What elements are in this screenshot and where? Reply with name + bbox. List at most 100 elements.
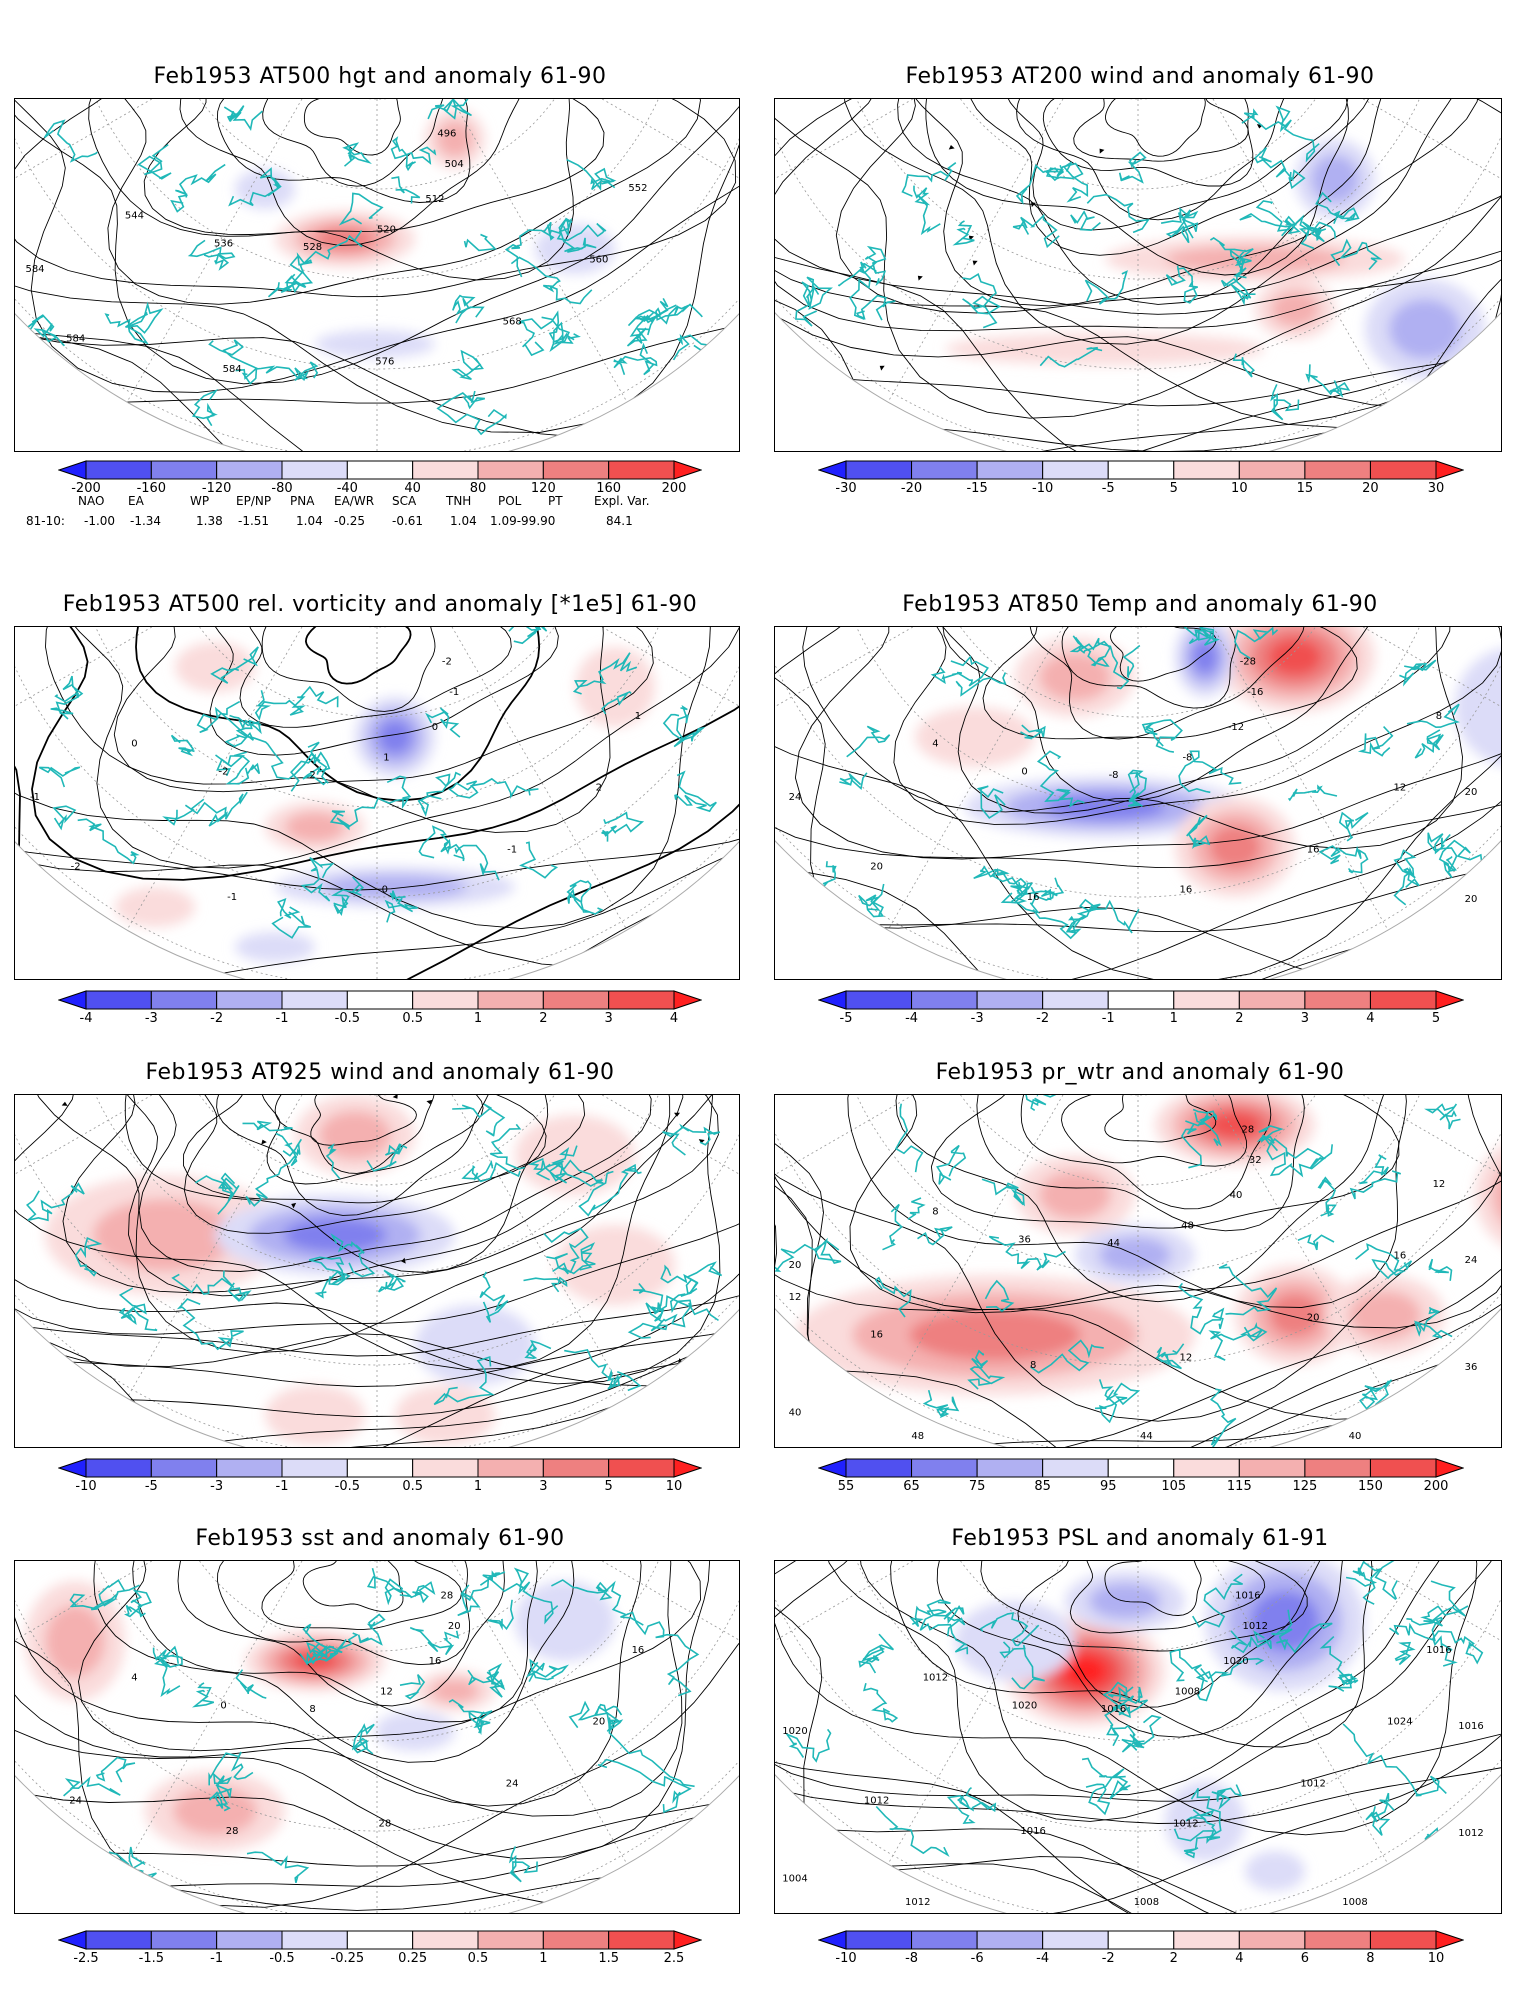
colorbar-swatch xyxy=(1042,460,1109,480)
index-header: EA/WR xyxy=(334,494,375,508)
coastline xyxy=(874,1276,912,1318)
anomaly-patch xyxy=(235,169,295,209)
contour-label: 1024 xyxy=(1387,1717,1412,1728)
coastline xyxy=(967,1366,1006,1390)
coastline xyxy=(601,690,632,715)
coastline xyxy=(187,239,236,271)
colorbar-swatch xyxy=(412,1930,479,1950)
colorbar-swatch xyxy=(1304,1458,1371,1478)
coastline xyxy=(104,301,164,345)
coastline xyxy=(306,1641,335,1658)
coastline xyxy=(1030,1339,1104,1374)
contour-label: 568 xyxy=(503,317,522,328)
colorbar-tick-label: 200 xyxy=(1423,1479,1449,1494)
coastline xyxy=(855,294,896,321)
map-plot: 28 32 40 48 44 36 8 12 16 20 12 8 16 20 24 36 40 44 48 40 12 xyxy=(775,1095,1501,1447)
index-value: -1.34 xyxy=(130,514,162,528)
flow-arrow xyxy=(972,260,978,266)
colorbar-tick-label: 2 xyxy=(539,1011,548,1026)
coastline xyxy=(208,339,258,380)
coastline xyxy=(1084,270,1128,305)
coastline xyxy=(979,1612,1040,1647)
contour-line xyxy=(143,99,605,235)
coastline xyxy=(518,310,575,357)
contour-line xyxy=(15,1561,642,1807)
contour-line xyxy=(858,1561,1463,1796)
coastline xyxy=(170,734,195,757)
coastline xyxy=(433,1356,495,1406)
map-frame: 496 504 512 520 528 536 544 552 560 568 576 584 584 5… xyxy=(14,98,740,452)
contour-label: 0 xyxy=(382,884,388,895)
contour-line xyxy=(62,1095,719,1294)
colorbar-swatch xyxy=(976,1458,1044,1478)
index-value: 1.04 xyxy=(296,514,323,528)
map-frame: 28 20 16 12 8 0 4 16 20 24 28 28 24 xyxy=(14,1560,740,1914)
index-header: NAO xyxy=(78,494,105,508)
colorbar-tick-label: -1 xyxy=(275,1011,289,1026)
contour-line xyxy=(88,99,574,281)
contour-line xyxy=(104,1095,684,1297)
coastlines xyxy=(63,1567,700,1884)
contour-line xyxy=(775,1561,1478,1836)
coastline xyxy=(988,1235,1066,1271)
coastline xyxy=(1015,162,1084,205)
coastline xyxy=(454,844,500,881)
anomaly-patch xyxy=(319,1111,391,1159)
coastline xyxy=(1102,1681,1135,1719)
contour-label: 1016 xyxy=(1101,1704,1126,1715)
coastline xyxy=(1039,346,1103,368)
contour-label: 40 xyxy=(789,1408,802,1419)
colorbar-swatches xyxy=(58,990,702,1010)
contour-line xyxy=(260,1095,484,1185)
colorbar-swatch xyxy=(150,460,218,480)
anomaly-patch xyxy=(265,1385,365,1445)
colorbar-swatch xyxy=(845,990,913,1010)
colorbar-swatch xyxy=(1173,1458,1240,1478)
index-header: EA xyxy=(128,494,144,508)
colorbar-swatch xyxy=(1369,990,1437,1010)
contour-label: -1 xyxy=(507,845,517,856)
colorbar-tick-label: -200 xyxy=(71,481,101,496)
anomaly-patch xyxy=(1165,245,1345,273)
colorbar-tick-label: 160 xyxy=(596,481,622,496)
colorbar-tick-label: 115 xyxy=(1226,1479,1252,1494)
lat-lon-grid xyxy=(15,627,739,979)
coastline xyxy=(508,627,548,645)
contour-label: 1 xyxy=(635,711,641,722)
map-panel-sst: Feb1953 sst and anomaly 61-90 28 20 16 12 8 0… xyxy=(0,1522,760,1922)
contour-line xyxy=(177,1561,505,1707)
colorbar-tick-label: -10 xyxy=(75,1479,97,1494)
coastline xyxy=(246,1851,310,1884)
meridian-line xyxy=(1137,99,1501,220)
contour-label: 1016 xyxy=(1426,1645,1451,1656)
contour-line xyxy=(835,99,1501,314)
contour-line xyxy=(15,1095,721,1385)
contour-label: 0 xyxy=(1021,767,1027,778)
coastline xyxy=(1085,1768,1126,1816)
contour-line xyxy=(775,99,1501,419)
coastline xyxy=(228,167,282,207)
colorbar-tick-label: -4 xyxy=(79,1011,93,1026)
colorbar-high-arrow xyxy=(673,460,702,480)
colorbar-swatch xyxy=(1238,1930,1306,1950)
coastline xyxy=(1211,1784,1243,1810)
coastline xyxy=(98,1579,140,1607)
coastline xyxy=(894,1103,924,1173)
contour-label: 1012 xyxy=(864,1795,889,1806)
coastlines xyxy=(775,1095,1461,1447)
coastline xyxy=(1094,1379,1141,1424)
contour-line xyxy=(45,627,611,833)
coastline xyxy=(290,741,331,792)
coastline xyxy=(1414,729,1444,759)
coastline xyxy=(843,927,897,952)
colorbar-swatches xyxy=(58,460,702,480)
coastline xyxy=(984,1279,1015,1312)
coastline xyxy=(858,1633,894,1674)
contour-label: 36 xyxy=(1018,1235,1031,1246)
coastline xyxy=(620,1611,700,1697)
coastlines xyxy=(775,105,1383,442)
map-content xyxy=(775,1561,1501,1913)
anomaly-shading xyxy=(115,642,655,962)
colorbar-swatch xyxy=(216,460,283,480)
coastline xyxy=(1241,105,1320,163)
